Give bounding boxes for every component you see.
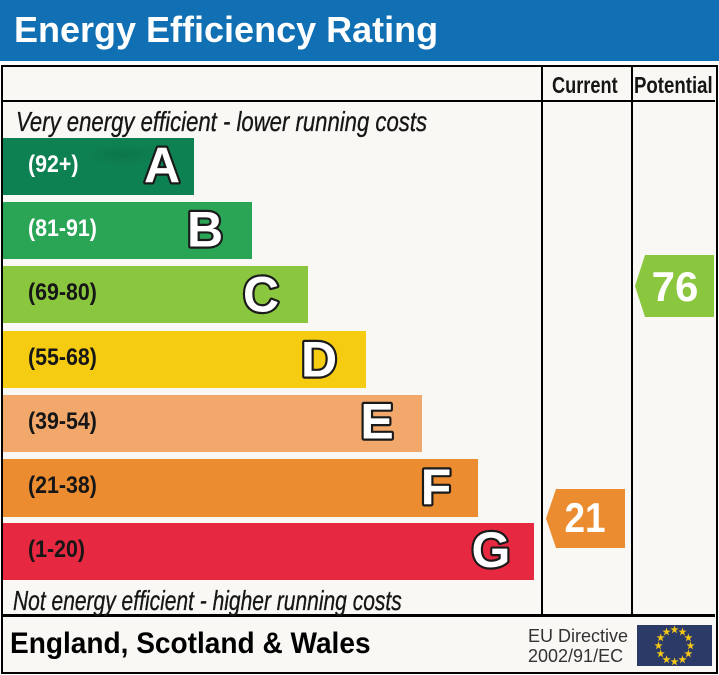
- svg-text:B: B: [187, 202, 223, 258]
- svg-text:F: F: [421, 459, 452, 515]
- svg-text:E: E: [360, 394, 393, 450]
- svg-text:G: G: [472, 522, 511, 578]
- svg-text:76: 76: [652, 263, 699, 310]
- svg-text:A: A: [144, 138, 180, 194]
- svg-text:21: 21: [564, 495, 605, 542]
- svg-text:D: D: [301, 332, 337, 388]
- svg-text:C: C: [243, 267, 279, 323]
